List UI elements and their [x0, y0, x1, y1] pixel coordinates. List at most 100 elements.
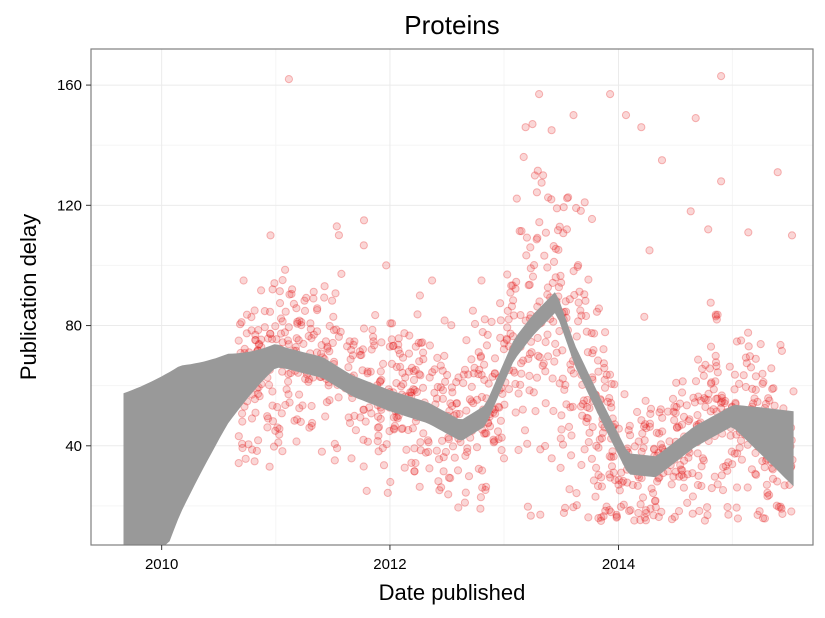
data-point — [344, 413, 353, 422]
data-point — [463, 447, 472, 457]
data-point — [696, 396, 705, 405]
data-point — [328, 296, 337, 305]
data-point — [580, 290, 589, 299]
data-point — [774, 502, 784, 512]
data-point — [468, 306, 477, 315]
data-point — [376, 414, 385, 423]
data-point — [404, 349, 414, 358]
data-point — [433, 382, 442, 392]
data-point — [614, 475, 623, 485]
data-point — [469, 369, 478, 378]
data-point — [519, 152, 528, 162]
data-point — [439, 453, 448, 462]
data-point — [565, 485, 574, 494]
data-point — [588, 423, 597, 432]
y-tick-label: 160 — [57, 77, 82, 94]
data-point — [293, 317, 302, 326]
data-point — [566, 403, 575, 412]
data-point — [296, 417, 305, 426]
data-point — [476, 504, 485, 513]
data-point — [582, 413, 591, 422]
data-point — [517, 359, 526, 368]
data-point — [646, 409, 655, 418]
data-point — [646, 504, 655, 513]
data-point — [325, 347, 334, 356]
data-point — [557, 425, 566, 434]
data-point — [404, 367, 413, 376]
data-point — [612, 510, 621, 519]
data-point — [321, 337, 330, 346]
data-point — [672, 378, 681, 387]
data-point — [359, 435, 368, 444]
data-point — [266, 329, 275, 338]
data-point — [415, 370, 424, 379]
data-point — [323, 342, 332, 351]
data-point — [737, 455, 747, 464]
data-point — [561, 380, 570, 390]
data-point — [526, 243, 535, 252]
data-point — [491, 409, 500, 418]
data-point — [748, 384, 757, 393]
data-point — [482, 429, 491, 438]
data-point — [264, 414, 273, 423]
data-point — [362, 486, 371, 495]
data-point — [529, 388, 538, 397]
data-point — [582, 417, 591, 427]
data-point — [732, 430, 741, 439]
data-point — [512, 277, 521, 286]
data-point — [275, 430, 284, 439]
data-point — [761, 399, 771, 409]
data-point — [668, 394, 678, 403]
data-point — [669, 407, 678, 416]
data-point — [753, 510, 762, 520]
data-point — [649, 489, 658, 498]
data-point — [477, 276, 486, 285]
data-point — [592, 463, 601, 472]
data-point — [721, 462, 730, 471]
data-point — [606, 398, 616, 407]
data-point — [723, 503, 732, 512]
data-point — [697, 481, 706, 491]
data-point — [413, 310, 422, 319]
data-point — [448, 388, 457, 397]
data-point — [416, 338, 426, 348]
data-point — [363, 367, 372, 376]
data-point — [701, 402, 710, 412]
data-point — [703, 510, 712, 520]
data-point — [461, 451, 470, 460]
data-point — [278, 317, 287, 326]
data-point — [273, 403, 282, 412]
data-point — [270, 279, 279, 288]
data-point — [497, 433, 506, 442]
data-point — [474, 464, 483, 473]
data-point — [480, 429, 489, 438]
data-point — [446, 474, 455, 483]
data-point — [730, 449, 739, 458]
data-point — [411, 459, 420, 468]
data-point — [636, 516, 645, 525]
data-point — [358, 366, 367, 375]
data-point — [282, 385, 291, 394]
data-point — [400, 463, 409, 472]
data-point — [464, 370, 473, 379]
data-point — [530, 261, 539, 270]
data-point — [581, 311, 591, 321]
data-point — [617, 468, 626, 477]
data-point — [434, 477, 443, 486]
data-point — [768, 384, 777, 394]
data-point — [597, 513, 606, 522]
data-point — [477, 392, 486, 402]
data-point — [255, 392, 264, 401]
data-point — [390, 425, 399, 434]
data-point — [250, 306, 259, 315]
data-point — [638, 493, 648, 502]
data-point — [472, 443, 482, 452]
data-point — [459, 370, 468, 379]
data-point — [512, 194, 521, 203]
data-point — [440, 316, 449, 325]
data-point — [273, 423, 282, 432]
data-point — [460, 365, 470, 374]
data-point — [564, 422, 574, 431]
data-point — [584, 275, 593, 284]
data-point — [523, 439, 532, 448]
